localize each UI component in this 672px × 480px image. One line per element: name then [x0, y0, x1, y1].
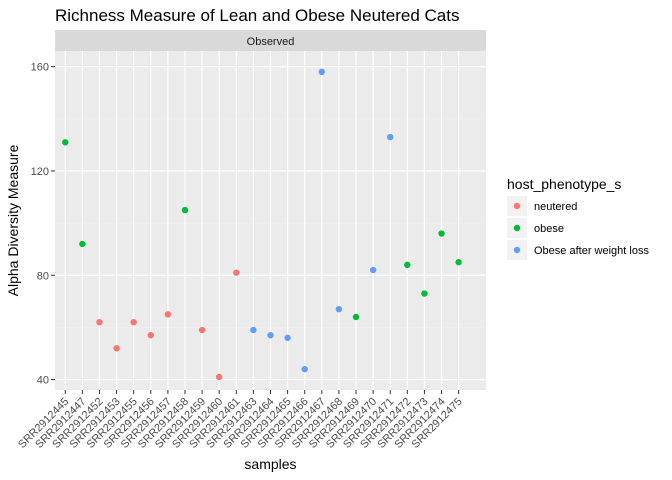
- legend-title: host_phenotype_s: [507, 176, 621, 192]
- legend-marker: [513, 224, 521, 232]
- legend-items: neutered obese Obese after weight loss: [507, 196, 649, 260]
- data-point: [335, 305, 343, 313]
- data-point: [147, 332, 154, 339]
- data-point: [250, 326, 257, 334]
- data-point: [369, 266, 377, 274]
- y-tick-label: 40: [37, 375, 49, 387]
- data-point: [215, 373, 223, 381]
- data-point: [455, 259, 462, 266]
- data-point: [113, 345, 120, 352]
- facet-label: Observed: [247, 36, 295, 48]
- data-point: [301, 365, 308, 373]
- data-point: [181, 206, 189, 214]
- data-point: [387, 133, 394, 141]
- data-point: [284, 334, 291, 342]
- data-point: [318, 68, 326, 76]
- y-tick-label: 160: [31, 62, 49, 74]
- legend-label: neutered: [534, 201, 577, 213]
- data-point: [198, 326, 206, 334]
- data-point: [438, 230, 445, 237]
- data-point: [267, 332, 274, 339]
- data-point: [79, 240, 86, 248]
- data-point: [404, 261, 411, 269]
- data-point: [62, 139, 69, 146]
- legend: host_phenotype_s neutered obese Obese afte…: [507, 176, 649, 260]
- legend-marker: [513, 246, 521, 254]
- legend-label: obese: [534, 223, 564, 235]
- y-tick-label: 80: [37, 270, 49, 282]
- y-axis: 40 80 120 160: [31, 62, 55, 387]
- x-axis-title: samples: [244, 456, 296, 472]
- data-point: [421, 290, 428, 297]
- x-axis: SRR2912445SRR2912447SRR2912452SRR2912453…: [16, 390, 465, 451]
- data-point: [164, 311, 172, 318]
- legend-marker: [513, 202, 521, 210]
- data-points: [62, 68, 462, 381]
- legend-label: Obese after weight loss: [534, 245, 649, 257]
- data-point: [352, 313, 360, 321]
- y-tick-label: 120: [31, 166, 49, 178]
- facet-strip: [55, 30, 486, 51]
- chart-title: Richness Measure of Lean and Obese Neute…: [55, 6, 459, 25]
- data-point: [233, 269, 240, 276]
- data-point: [96, 319, 103, 326]
- data-point: [130, 319, 137, 326]
- y-axis-title: Alpha Diversity Measure: [5, 144, 21, 296]
